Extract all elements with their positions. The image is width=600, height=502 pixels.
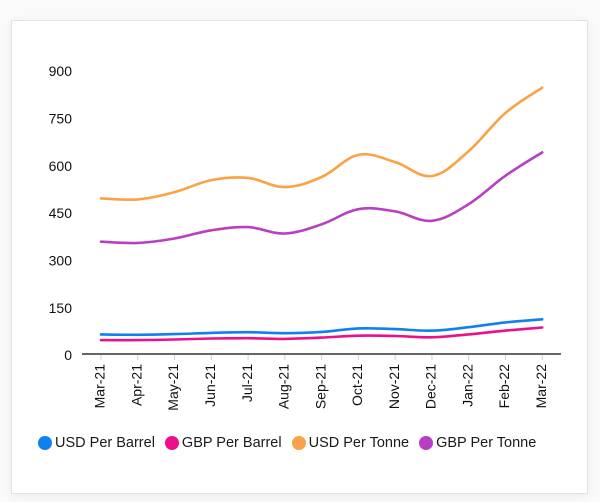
legend-marker-icon [38, 436, 52, 450]
x-tick-label: Jun-21 [202, 364, 218, 407]
y-tick-label: 300 [49, 253, 73, 269]
y-tick-label: 0 [64, 347, 72, 363]
series-line-gbp-per-tonne [99, 151, 544, 245]
x-tick-label: Sep-21 [312, 364, 328, 409]
legend-label: GBP Per Barrel [181, 435, 282, 451]
x-tick-label: Oct-21 [349, 364, 365, 406]
x-tick-label: Mar-21 [92, 364, 108, 409]
legend-label: USD Per Barrel [55, 435, 155, 451]
x-tick-label: Jan-22 [459, 364, 475, 407]
x-tick-label: Jul-21 [239, 364, 255, 402]
y-tick-label: 150 [49, 300, 73, 316]
x-tick-label: Apr-21 [128, 364, 144, 406]
x-tick-label: Nov-21 [386, 364, 402, 409]
x-axis: Mar-21 Apr-21 May-21 Jun-21 Jul-21 Aug-21 Sep-… [82, 353, 561, 411]
y-tick-label: 600 [49, 158, 73, 174]
legend-marker-icon [419, 436, 434, 450]
series-lines [99, 86, 544, 342]
legend-label: GBP Per Tonne [436, 435, 537, 451]
x-tick-label: Mar-22 [533, 364, 549, 409]
legend: USD Per Barrel GBP Per Barrel USD Per Tonn… [38, 435, 546, 451]
legend-item[interactable]: USD Per Barrel [38, 435, 155, 451]
legend-item[interactable]: GBP Per Tonne [419, 435, 536, 451]
series-line-usd-per-barrel [99, 318, 544, 337]
legend-item[interactable]: USD Per Tonne [291, 435, 410, 451]
x-tick-label: Feb-22 [496, 364, 512, 409]
y-tick-label: 900 [49, 63, 73, 79]
y-tick-label: 450 [49, 205, 73, 221]
chart-card [11, 20, 588, 494]
legend-label: USD Per Tonne [308, 435, 410, 451]
y-tick-label: 750 [49, 111, 73, 127]
legend-marker-icon [291, 436, 306, 450]
legend-marker-icon [164, 436, 179, 450]
y-axis: 0 150 300 450 600 750 900 [49, 63, 73, 363]
series-line-gbp-per-barrel [99, 326, 544, 342]
x-tick-label: Dec-21 [423, 364, 439, 409]
series-line-usd-per-tonne [99, 86, 544, 202]
x-tick-label: May-21 [165, 364, 181, 411]
legend-item[interactable]: GBP Per Barrel [164, 435, 282, 451]
x-tick-label: Aug-21 [276, 364, 292, 409]
